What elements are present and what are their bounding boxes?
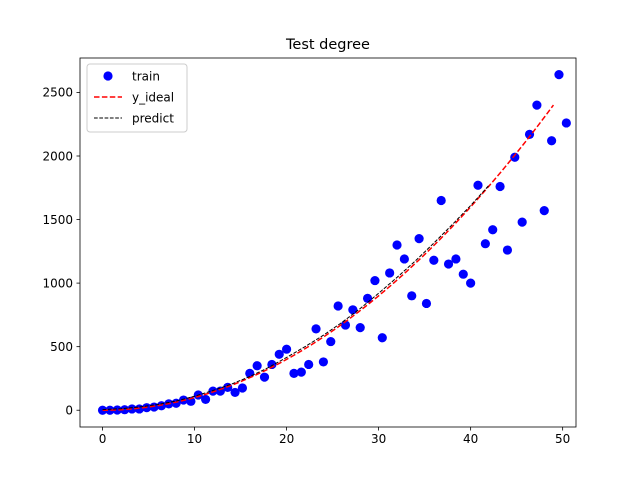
train-point <box>399 254 409 264</box>
train-point <box>414 234 424 244</box>
train-point <box>333 301 343 311</box>
train-point <box>281 344 292 354</box>
x-tick-label: 10 <box>187 432 202 446</box>
train-point <box>443 259 454 269</box>
legend-marker-train <box>103 71 113 81</box>
legend-label: predict <box>132 111 174 125</box>
x-tick-label: 0 <box>99 432 107 446</box>
train-point <box>458 269 468 279</box>
x-tick-label: 20 <box>279 432 294 446</box>
train-point <box>524 129 535 139</box>
x-tick-label: 30 <box>371 432 386 446</box>
predict-line <box>102 184 490 411</box>
train-point <box>436 195 446 206</box>
train-point <box>392 240 402 250</box>
axes-frame <box>79 57 577 428</box>
y-ideal-line <box>102 104 555 411</box>
train-point <box>385 268 395 278</box>
train-point <box>429 255 439 265</box>
train-point <box>105 405 115 415</box>
x-tick-label: 40 <box>463 432 478 446</box>
train-point <box>502 245 513 255</box>
y-tick-label: 0 <box>65 404 73 418</box>
train-point <box>127 404 137 414</box>
train-point <box>237 383 248 393</box>
legend-label: y_ideal <box>132 90 174 104</box>
train-point <box>510 152 520 162</box>
y-tick-label: 2000 <box>42 149 73 163</box>
train-point <box>230 387 240 398</box>
train-point <box>296 367 306 377</box>
train-point <box>340 320 351 330</box>
train-point <box>274 349 284 359</box>
train-point <box>547 136 557 146</box>
train-point <box>304 359 314 370</box>
train-point <box>473 180 483 190</box>
train-point <box>451 254 461 264</box>
y-tick-label: 1000 <box>42 276 73 290</box>
train-point <box>120 405 130 415</box>
train-point <box>495 181 505 192</box>
train-point <box>561 118 571 128</box>
train-point <box>407 291 417 301</box>
data-layer <box>97 70 571 415</box>
train-point <box>532 100 542 110</box>
train-point <box>355 323 365 333</box>
train-point <box>252 361 262 371</box>
train-point <box>201 394 211 405</box>
train-point <box>112 405 122 415</box>
train-point <box>480 239 490 249</box>
train-point <box>554 70 564 80</box>
train-point <box>318 357 328 367</box>
train-point <box>259 372 270 382</box>
legend-box <box>86 63 188 133</box>
train-point <box>311 324 321 334</box>
train-point <box>466 278 476 288</box>
y-tick-label: 500 <box>50 340 73 354</box>
x-tick-label: 50 <box>555 432 570 446</box>
train-point <box>421 298 432 309</box>
legend-label: train <box>132 69 160 83</box>
train-point <box>488 225 498 235</box>
y-tick-label: 1500 <box>42 213 73 227</box>
chart-title: Test degree <box>285 37 370 53</box>
train-point <box>539 206 549 216</box>
train-point <box>326 336 336 347</box>
train-point <box>377 333 387 343</box>
train-point <box>289 368 299 378</box>
y-tick-label: 2500 <box>42 86 73 100</box>
train-point <box>370 275 380 286</box>
train-point <box>517 217 527 227</box>
